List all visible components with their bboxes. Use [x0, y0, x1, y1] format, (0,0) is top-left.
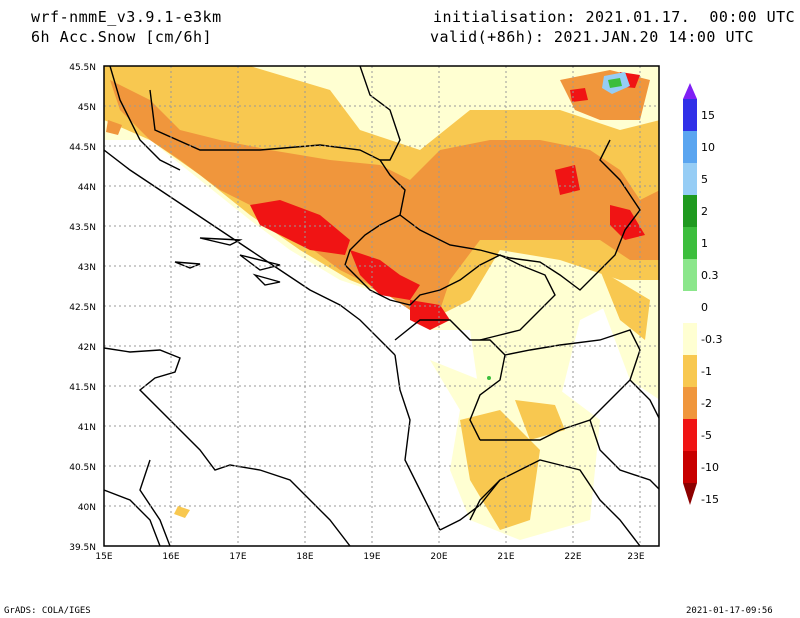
lat-tick-label: 45.5N: [69, 63, 96, 73]
lat-tick-label: 40N: [78, 503, 96, 513]
colorbar-label: -15: [701, 493, 719, 506]
lon-tick-label: 20E: [430, 552, 447, 562]
lat-tick-label: 41.5N: [69, 383, 96, 393]
colorbar-swatch: [683, 195, 697, 227]
colorbar-label: 5: [701, 173, 708, 186]
colorbar: 15 10 5 2 1 0.3 0 -0.3 -1 -2 -5 -10 -15: [683, 83, 722, 506]
footer-timestamp: 2021-01-17-09:56: [686, 606, 773, 616]
colorbar-swatch: [683, 355, 697, 387]
colorbar-label: 0.3: [701, 269, 719, 282]
map-frame: [103, 65, 660, 547]
colorbar-swatch: [683, 99, 697, 131]
colorbar-label: 2: [701, 205, 708, 218]
valid-time: valid(+86h): 2021.JAN.20 14:00 UTC: [430, 28, 755, 46]
lon-tick-label: 18E: [296, 552, 313, 562]
colorbar-swatch: [683, 419, 697, 451]
colorbar-arrow-bottom: [683, 483, 697, 505]
colorbar-swatch: [683, 323, 697, 355]
lon-tick-label: 16E: [162, 552, 179, 562]
lat-tick-label: 40.5N: [69, 463, 96, 473]
lon-tick-label: 21E: [497, 552, 514, 562]
colorbar-swatch: [683, 387, 697, 419]
lat-tick-label: 42N: [78, 343, 96, 353]
lat-tick-label: 39.5N: [69, 543, 96, 553]
colorbar-label: 10: [701, 141, 715, 154]
lat-tick-label: 43N: [78, 263, 96, 273]
lon-tick-label: 19E: [363, 552, 380, 562]
lon-tick-label: 23E: [627, 552, 644, 562]
snow-field: [104, 66, 659, 546]
colorbar-swatch: [683, 259, 697, 291]
snow-very-heavy-region: [250, 72, 645, 330]
map-boundaries: [104, 66, 659, 546]
colorbar-label: 0: [701, 301, 708, 314]
colorbar-label: -1: [701, 365, 712, 378]
colorbar-swatch: [683, 131, 697, 163]
colorbar-label: -2: [701, 397, 712, 410]
graticule: [104, 66, 659, 546]
colorbar-label: 1: [701, 237, 708, 250]
lat-tick-label: 42.5N: [69, 303, 96, 313]
colorbar-label: 15: [701, 109, 715, 122]
lat-tick-label: 43.5N: [69, 223, 96, 233]
field-name: 6h Acc.Snow [cm/6h]: [31, 28, 213, 46]
colorbar-swatch: [683, 291, 697, 323]
colorbar-label: -5: [701, 429, 712, 442]
colorbar-swatch: [683, 163, 697, 195]
lat-tick-label: 44.5N: [69, 143, 96, 153]
footer-credit: GrADS: COLA/IGES: [4, 606, 91, 616]
lat-tick-label: 44N: [78, 183, 96, 193]
init-time: initialisation: 2021.01.17. 00:00 UTC: [433, 8, 796, 26]
colorbar-swatch: [683, 451, 697, 483]
lon-tick-label: 22E: [564, 552, 581, 562]
colorbar-swatch: [683, 227, 697, 259]
lat-tick-label: 45N: [78, 103, 96, 113]
colorbar-label: -0.3: [701, 333, 722, 346]
lat-tick-label: 41N: [78, 423, 96, 433]
model-name: wrf-nmmE_v3.9.1-e3km: [31, 8, 222, 26]
colorbar-label: -10: [701, 461, 719, 474]
snow-positive-specks: [487, 72, 630, 380]
lon-tick-label: 15E: [95, 552, 112, 562]
lon-tick-label: 17E: [229, 552, 246, 562]
colorbar-arrow-top: [683, 83, 697, 99]
